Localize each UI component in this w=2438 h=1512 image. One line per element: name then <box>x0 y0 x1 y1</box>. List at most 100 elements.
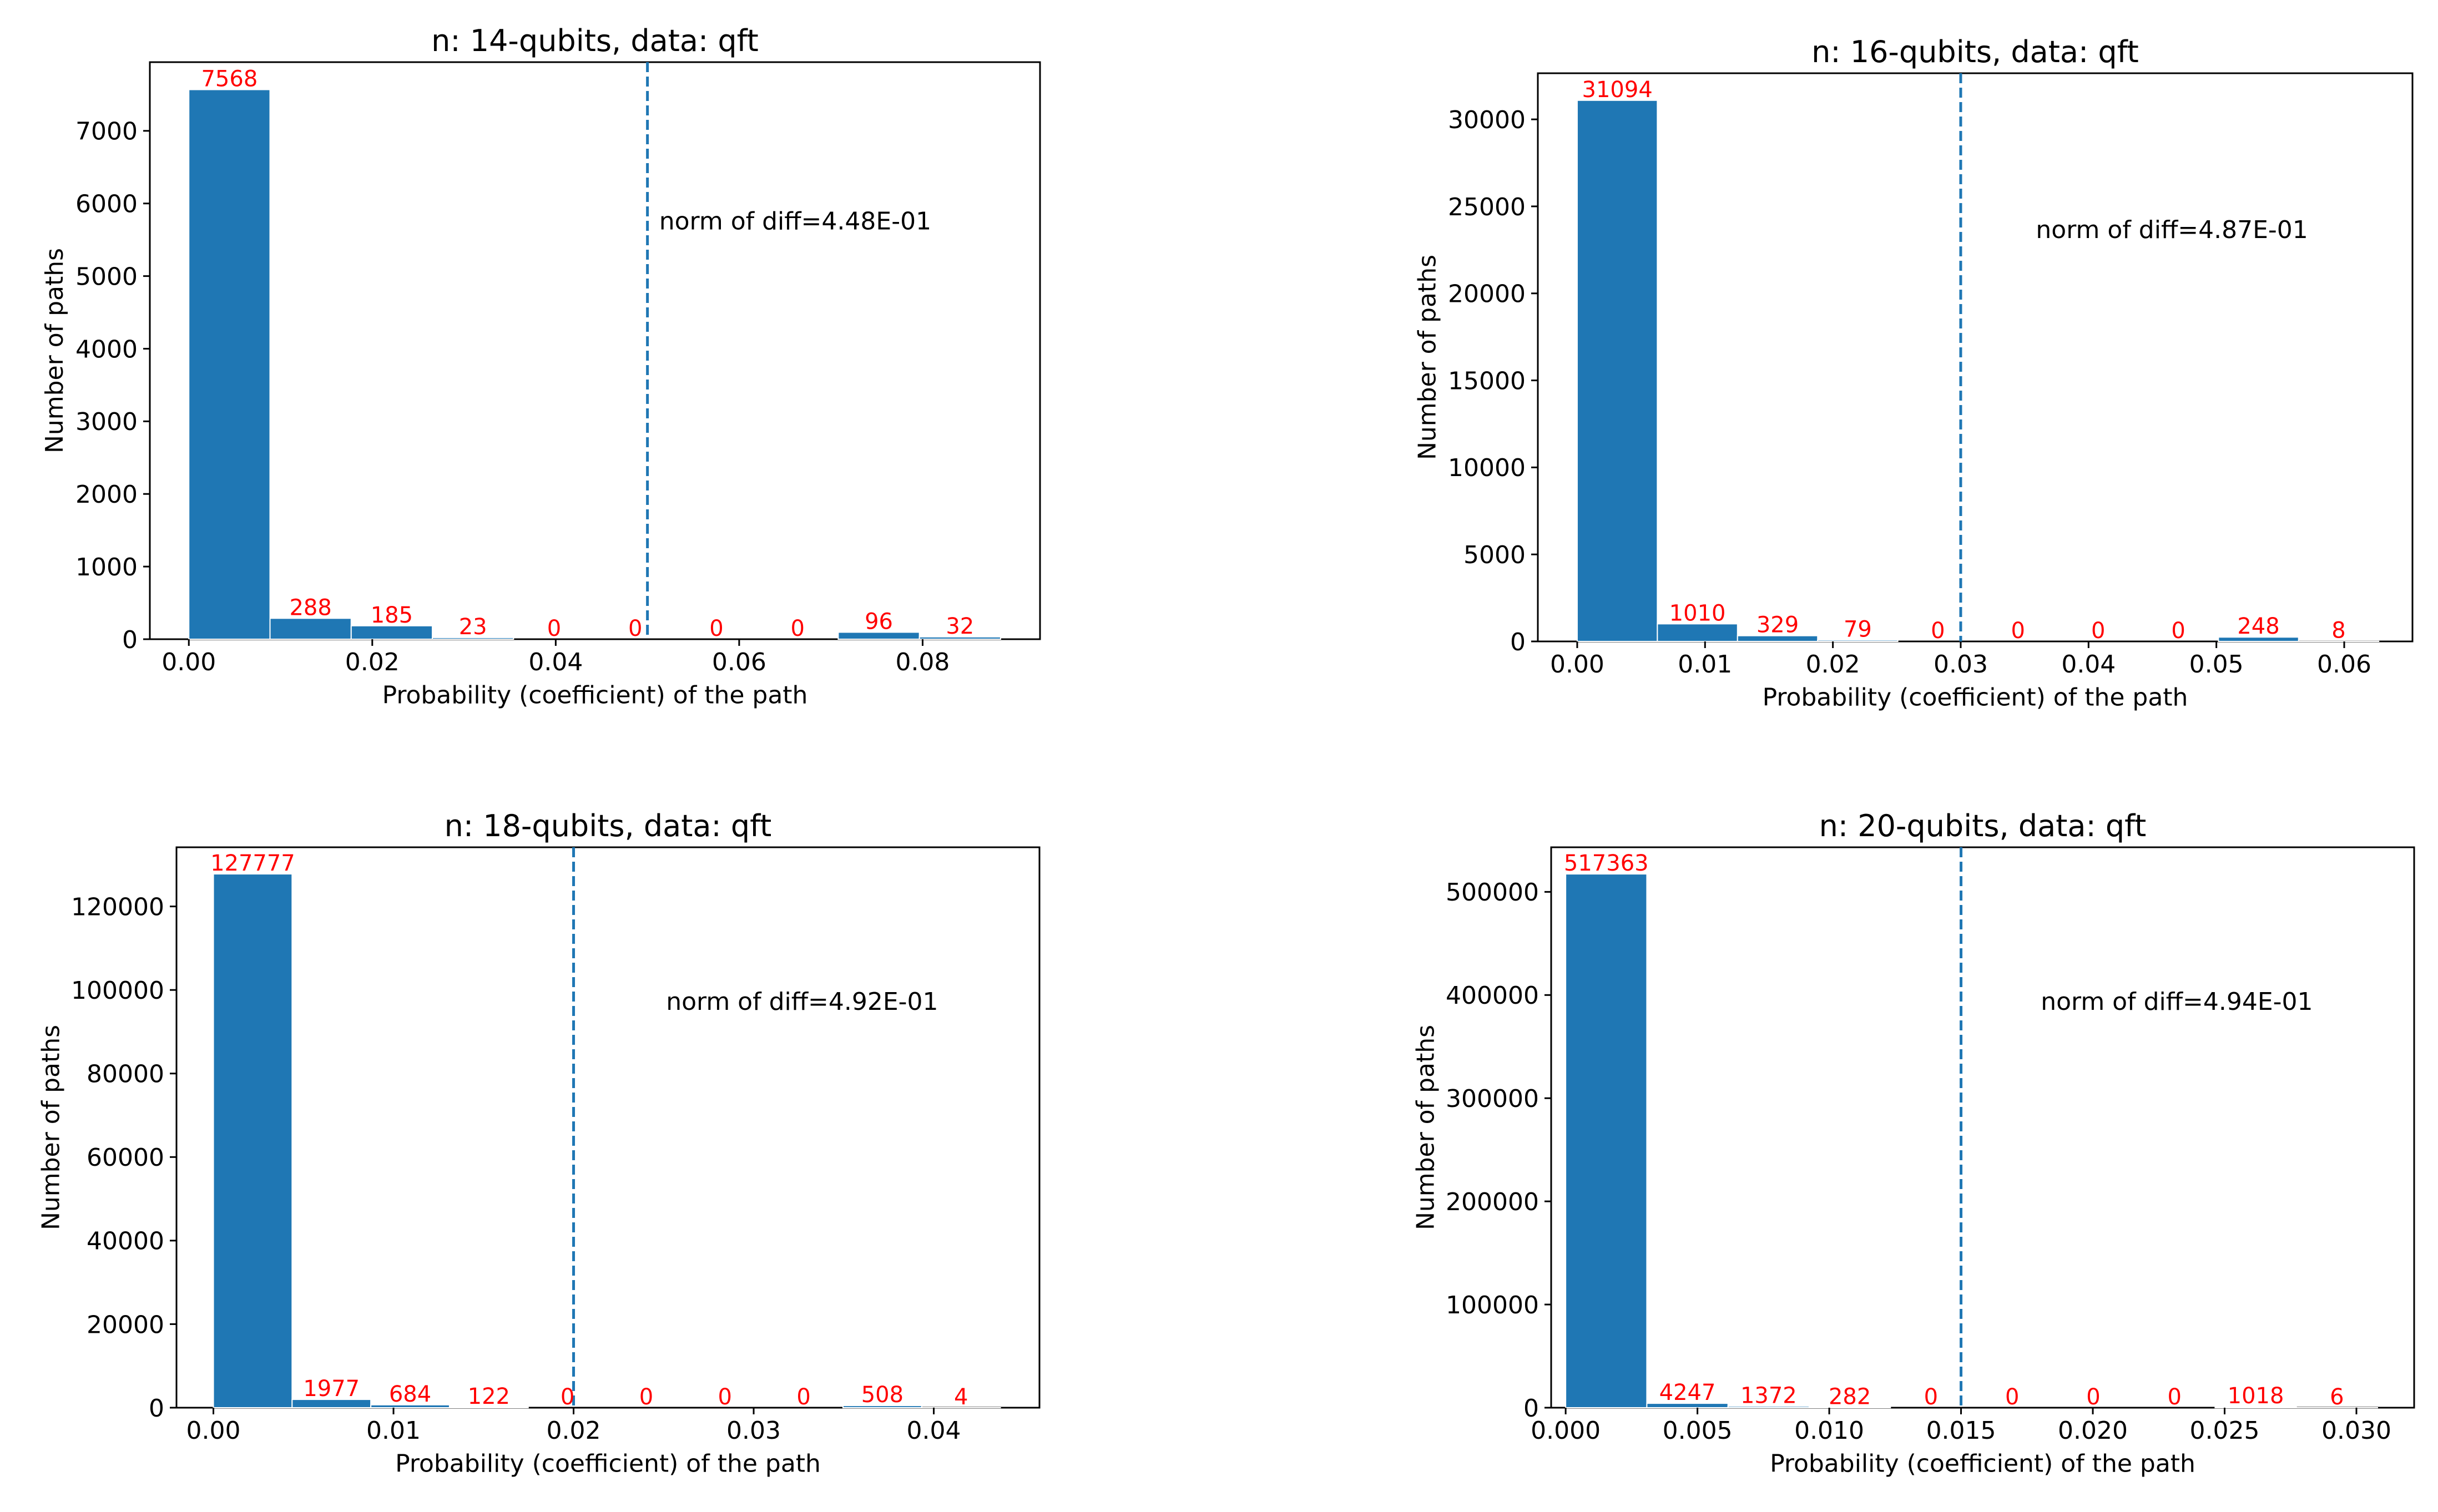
x-axis-ticks: 0.00 0.02 0.04 0.06 0.08 <box>161 639 950 676</box>
bar-value-label: 0 <box>628 616 642 641</box>
bar-value-label: 8 <box>2331 618 2345 644</box>
chart-title: n: 14-qubits, data: qft <box>431 23 759 58</box>
x-axis-ticks: 0.00 0.01 0.02 0.03 0.04 0.05 0.06 <box>1550 641 2371 679</box>
norm-annotation: norm of diff=4.48E-01 <box>659 208 931 236</box>
bar-value-label: 0 <box>1931 618 1945 644</box>
y-tick-label: 60000 <box>87 1144 164 1172</box>
bar-value-label: 0 <box>2091 618 2105 644</box>
x-tick-label: 0.00 <box>186 1417 241 1445</box>
bar-value-label: 4247 <box>1659 1380 1716 1405</box>
y-tick-label: 7000 <box>75 118 138 146</box>
x-axis-label: Probability (coefficient) of the path <box>1770 1449 2195 1478</box>
bar-value-label: 0 <box>2005 1384 2019 1410</box>
x-axis-ticks: 0.000 0.005 0.010 0.015 0.020 0.025 0.030 <box>1531 1408 2391 1445</box>
y-tick-label: 200000 <box>1446 1188 1539 1216</box>
x-tick-label: 0.025 <box>2190 1417 2260 1445</box>
y-axis-label: Number of paths <box>41 248 69 453</box>
x-tick-label: 0.02 <box>547 1417 601 1445</box>
y-tick-label: 120000 <box>71 893 164 921</box>
x-axis-label: Probability (coefficient) of the path <box>1763 683 2188 711</box>
axes-frame <box>1537 72 2414 643</box>
histogram-bar <box>1576 99 1658 643</box>
bar-value-label: 1372 <box>1740 1383 1797 1408</box>
x-tick-label: 0.03 <box>1934 650 1988 679</box>
bar-value-label: 0 <box>1924 1384 1938 1410</box>
bar-value-label: 329 <box>1756 613 1799 638</box>
bars <box>213 873 1001 1409</box>
histogram-bar <box>432 636 514 640</box>
y-tick-label: 0 <box>122 626 138 654</box>
axes-frame <box>175 846 1041 1409</box>
bar-value-label: 0 <box>2168 1384 2182 1410</box>
x-tick-label: 0.08 <box>895 648 950 676</box>
y-tick-label: 300000 <box>1446 1085 1539 1113</box>
bar-value-labels: 127777 1977 684 122 0 0 0 0 508 4 <box>210 851 968 1410</box>
y-tick-label: 80000 <box>87 1060 164 1089</box>
bars <box>1576 99 2380 643</box>
bar-value-label: 0 <box>718 1384 732 1410</box>
bar-value-label: 4 <box>954 1384 968 1410</box>
bar-value-label: 282 <box>1829 1384 1871 1409</box>
axes-frame <box>149 61 1041 640</box>
y-tick-label: 4000 <box>75 335 138 363</box>
histogram-bar <box>837 631 920 640</box>
bar-value-label: 0 <box>639 1384 653 1410</box>
y-axis-ticks: 0 20000 40000 60000 80000 100000 120000 <box>71 893 176 1423</box>
bar-value-label: 1010 <box>1669 600 1726 626</box>
bar-value-label: 0 <box>547 616 561 641</box>
y-tick-label: 1000 <box>75 553 138 581</box>
y-tick-label: 20000 <box>87 1311 164 1339</box>
bar-value-label: 0 <box>2171 618 2185 644</box>
y-axis-label: Number of paths <box>1414 255 1442 460</box>
axes-border <box>1537 72 2414 643</box>
histogram-bar <box>1646 1403 1729 1408</box>
histogram-bar <box>370 1404 450 1408</box>
bar-value-label: 0 <box>2011 618 2025 644</box>
x-tick-label: 0.03 <box>726 1417 781 1445</box>
norm-annotation: norm of diff=4.92E-01 <box>666 988 938 1016</box>
bar-value-label: 0 <box>2086 1384 2100 1410</box>
bar-value-label: 0 <box>796 1384 810 1410</box>
bars <box>1565 873 2378 1409</box>
x-tick-label: 0.06 <box>2317 650 2371 679</box>
bar-value-labels: 7568 288 185 23 0 0 0 0 96 32 <box>201 66 974 641</box>
y-tick-label: 15000 <box>1448 367 1526 395</box>
x-tick-label: 0.06 <box>712 648 766 676</box>
histogram-bar <box>269 618 352 640</box>
bar-value-label: 7568 <box>201 66 258 92</box>
y-tick-label: 3000 <box>75 408 138 436</box>
histogram-bar <box>448 1407 529 1408</box>
y-tick-label: 100000 <box>71 977 164 1005</box>
y-axis-ticks: 0 100000 200000 300000 400000 500000 <box>1446 878 1551 1423</box>
x-tick-label: 0.01 <box>366 1417 421 1445</box>
bar-value-label: 96 <box>865 609 893 634</box>
y-tick-label: 400000 <box>1446 982 1539 1010</box>
bar-value-label: 127777 <box>210 851 295 876</box>
bar-value-label: 1977 <box>303 1376 360 1402</box>
bar-value-label: 0 <box>791 616 805 641</box>
norm-annotation: norm of diff=4.87E-01 <box>2036 216 2308 244</box>
y-tick-label: 500000 <box>1446 878 1539 907</box>
histogram-bar <box>918 636 1001 640</box>
axes-border <box>149 61 1041 640</box>
bar-value-label: 1018 <box>2228 1383 2284 1409</box>
x-tick-label: 0.020 <box>2058 1417 2128 1445</box>
chart-title: n: 16-qubits, data: qft <box>1811 34 2139 69</box>
bar-value-labels: 31094 1010 329 79 0 0 0 0 248 8 <box>1582 77 2346 644</box>
bar-value-label: 31094 <box>1582 77 1653 103</box>
bar-value-label: 122 <box>468 1384 510 1409</box>
x-tick-label: 0.04 <box>2061 650 2116 679</box>
histogram-bar <box>291 1399 372 1408</box>
x-tick-label: 0.010 <box>1794 1417 1864 1445</box>
x-tick-label: 0.00 <box>161 648 216 676</box>
chart-title: n: 20-qubits, data: qft <box>1819 808 2147 843</box>
axes-border <box>175 846 1041 1409</box>
y-tick-label: 5000 <box>75 262 138 291</box>
x-tick-label: 0.01 <box>1678 650 1732 679</box>
y-tick-label: 25000 <box>1448 193 1526 221</box>
bar-value-label: 23 <box>459 614 487 640</box>
bar-value-label: 517363 <box>1564 851 1649 876</box>
histogram-bar <box>213 873 293 1409</box>
